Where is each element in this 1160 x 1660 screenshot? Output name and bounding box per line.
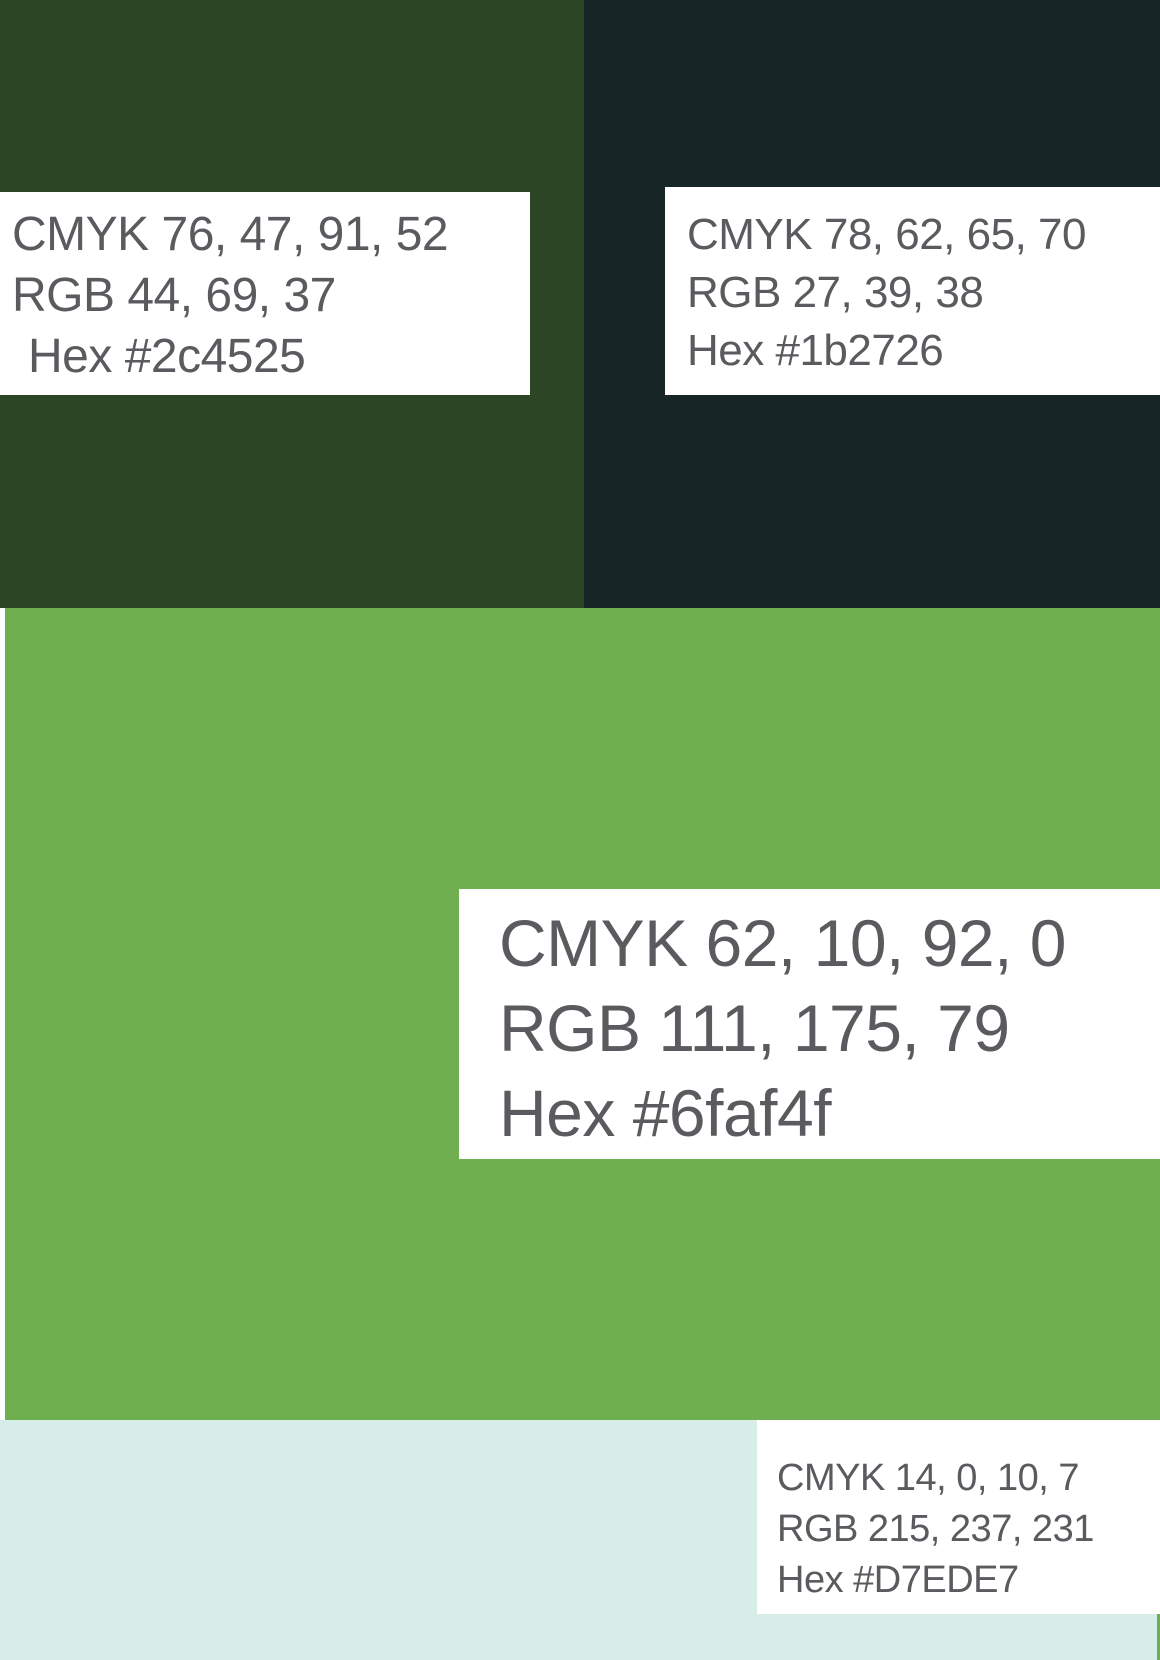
- edge-divider: [1157, 1614, 1160, 1660]
- hex-value: Hex #D7EDE7: [777, 1559, 1019, 1601]
- rgb-value: RGB 111, 175, 79: [499, 991, 1010, 1065]
- cmyk-value: CMYK 62, 10, 92, 0: [499, 906, 1067, 980]
- rgb-value: RGB 215, 237, 231: [777, 1508, 1094, 1550]
- cmyk-value: CMYK 76, 47, 91, 52: [12, 208, 449, 261]
- swatch-dark-teal-label: CMYK 78, 62, 65, 70 RGB 27, 39, 38 Hex #…: [665, 187, 1160, 395]
- rgb-value: RGB 44, 69, 37: [12, 269, 336, 322]
- hex-value: Hex #1b2726: [687, 326, 944, 375]
- hex-value: Hex #2c4525: [28, 330, 306, 383]
- cmyk-value: CMYK 14, 0, 10, 7: [777, 1457, 1080, 1499]
- hex-value: Hex #6faf4f: [499, 1076, 832, 1150]
- swatch-bright-green-label: CMYK 62, 10, 92, 0 RGB 111, 175, 79 Hex …: [459, 889, 1160, 1159]
- swatch-pale-mint-label: CMYK 14, 0, 10, 7 RGB 215, 237, 231 Hex …: [757, 1420, 1160, 1614]
- rgb-value: RGB 27, 39, 38: [687, 268, 984, 317]
- cmyk-value: CMYK 78, 62, 65, 70: [687, 210, 1086, 259]
- swatch-dark-green-label: CMYK 76, 47, 91, 52 RGB 44, 69, 37 Hex #…: [0, 192, 530, 395]
